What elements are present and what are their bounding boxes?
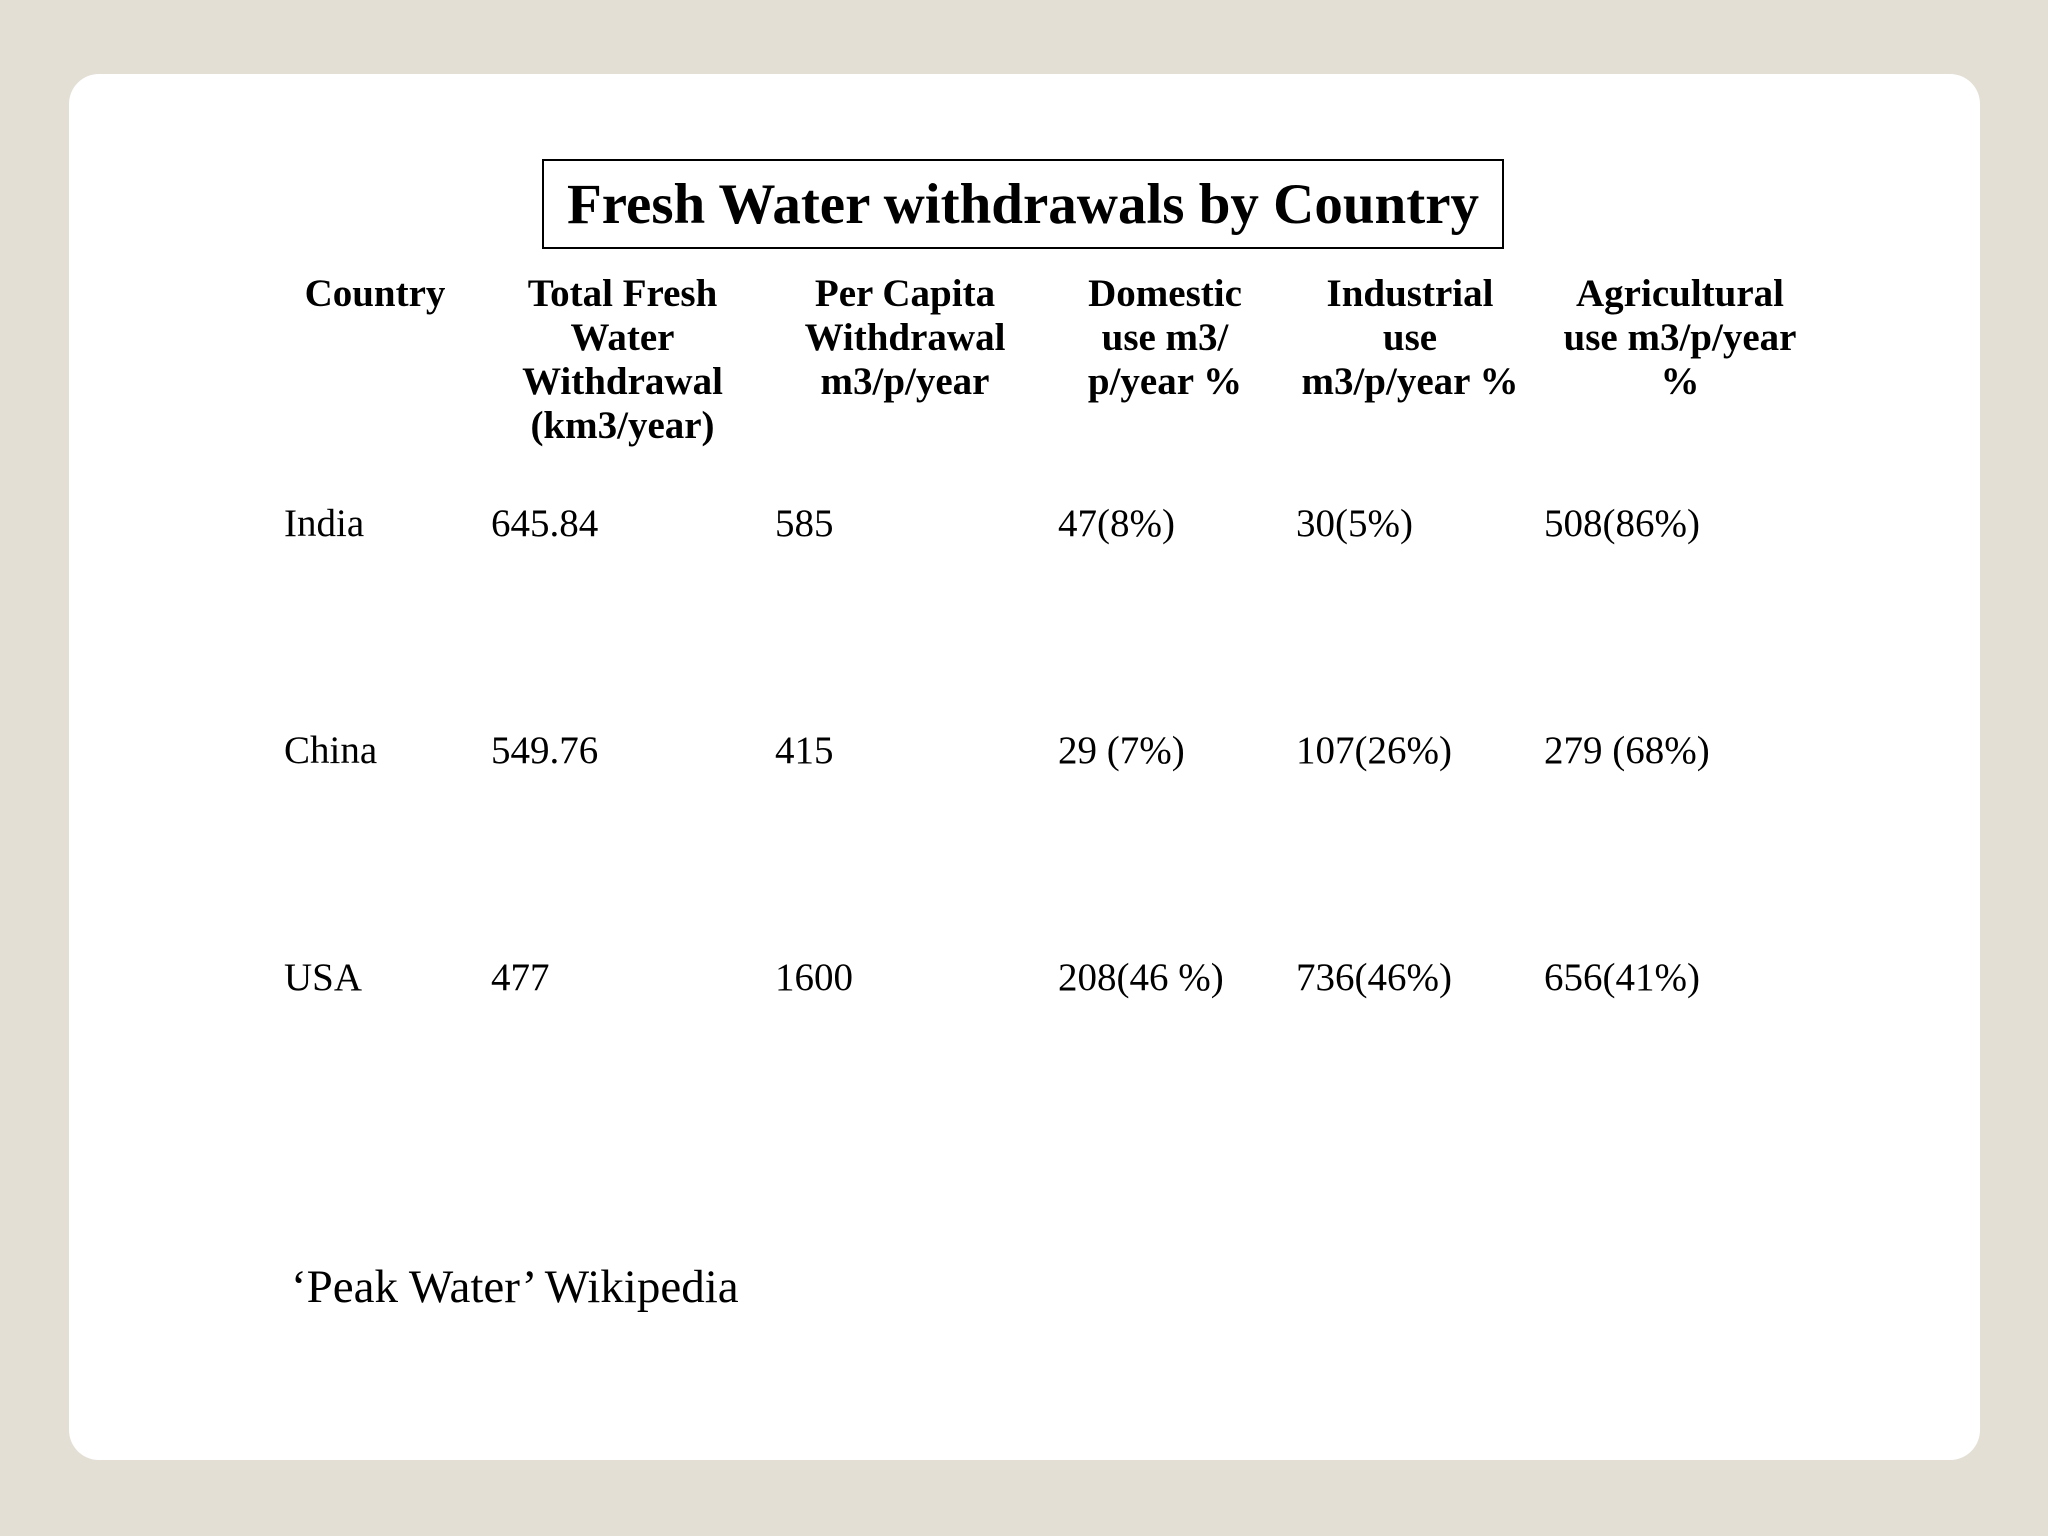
header-total-withdrawal: Total Fresh Water Withdrawal (km3/year) bbox=[522, 272, 723, 447]
cell-agricultural-use: 656(41%) bbox=[1544, 956, 1700, 999]
header-agricultural-use: Agricultural use m3/p/year % bbox=[1563, 272, 1797, 403]
cell-agricultural-use: 508(86%) bbox=[1544, 502, 1700, 545]
cell-industrial-use: 107(26%) bbox=[1296, 729, 1452, 772]
cell-total-withdrawal: 645.84 bbox=[491, 502, 599, 545]
cell-per-capita: 1600 bbox=[775, 956, 853, 999]
cell-domestic-use: 208(46 %) bbox=[1058, 956, 1224, 999]
header-per-capita: Per Capita Withdrawal m3/p/year bbox=[804, 272, 1006, 403]
header-country: Country bbox=[304, 272, 446, 315]
cell-domestic-use: 47(8%) bbox=[1058, 502, 1175, 545]
cell-country: USA bbox=[284, 956, 363, 999]
slide-title: Fresh Water withdrawals by Country bbox=[542, 159, 1504, 249]
cell-total-withdrawal: 549.76 bbox=[491, 729, 599, 772]
cell-domestic-use: 29 (7%) bbox=[1058, 729, 1185, 772]
cell-country: India bbox=[284, 502, 365, 545]
cell-industrial-use: 30(5%) bbox=[1296, 502, 1413, 545]
source-citation: ‘Peak Water’ Wikipedia bbox=[291, 1261, 739, 1313]
header-domestic-use: Domestic use m3/ p/year % bbox=[1087, 272, 1243, 403]
slide bbox=[69, 74, 1980, 1460]
cell-per-capita: 415 bbox=[775, 729, 834, 772]
cell-total-withdrawal: 477 bbox=[491, 956, 550, 999]
header-industrial-use: Industrial use m3/p/year % bbox=[1301, 272, 1519, 403]
cell-agricultural-use: 279 (68%) bbox=[1544, 729, 1710, 772]
cell-per-capita: 585 bbox=[775, 502, 834, 545]
cell-country: China bbox=[284, 729, 378, 772]
cell-industrial-use: 736(46%) bbox=[1296, 956, 1452, 999]
